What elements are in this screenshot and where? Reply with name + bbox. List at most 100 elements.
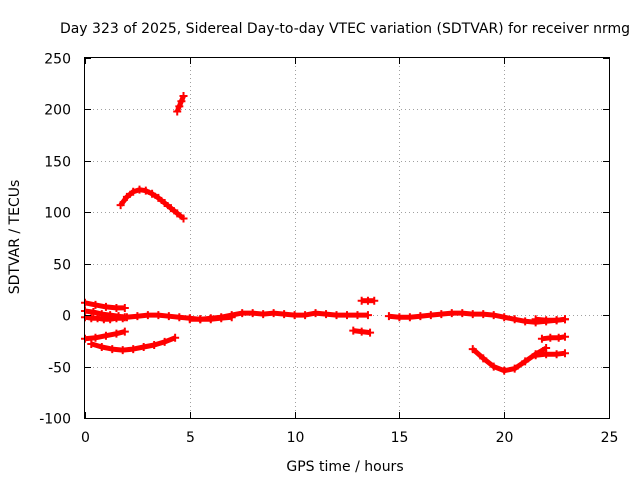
data-layer: [81, 92, 569, 375]
data-point: [489, 362, 498, 371]
data-point: [171, 333, 180, 342]
data-point: [112, 329, 121, 338]
series-arc-15: [535, 316, 566, 323]
series-arc-8: [189, 310, 368, 322]
data-point: [384, 312, 393, 321]
y-tick-label: 0: [62, 309, 71, 325]
data-point: [349, 326, 358, 335]
x-tick-label: 10: [287, 430, 305, 446]
data-point: [89, 308, 98, 317]
data-point: [120, 327, 129, 336]
data-point: [133, 312, 142, 321]
data-point: [112, 303, 121, 312]
data-point: [141, 186, 150, 195]
data-point: [479, 310, 488, 319]
data-point: [217, 313, 226, 322]
data-point: [479, 354, 488, 363]
data-point: [468, 345, 477, 354]
data-point: [301, 311, 310, 320]
data-point: [120, 303, 129, 312]
data-point: [118, 346, 127, 355]
data-point: [175, 102, 184, 111]
data-point: [531, 315, 540, 324]
data-point: [395, 313, 404, 322]
data-point: [521, 317, 530, 326]
data-point: [290, 311, 299, 320]
data-point: [101, 302, 110, 311]
data-point: [363, 311, 372, 320]
data-point: [542, 316, 551, 325]
y-axis-label: SDTVAR / TECUs: [7, 180, 23, 295]
data-point: [135, 185, 144, 194]
chart-title: Day 323 of 2025, Sidereal Day-to-day VTE…: [60, 21, 630, 37]
data-point: [554, 333, 563, 342]
data-point: [91, 333, 100, 342]
series-arc-13: [535, 350, 566, 358]
data-point: [166, 204, 175, 213]
data-point: [280, 310, 289, 319]
data-point: [343, 311, 351, 320]
data-point: [458, 309, 467, 318]
data-point: [122, 313, 131, 322]
y-tick-label: -100: [39, 412, 71, 428]
data-point: [269, 309, 278, 318]
data-point: [129, 345, 138, 354]
data-point: [148, 189, 157, 198]
data-point: [118, 314, 127, 323]
data-point: [489, 311, 498, 320]
data-point: [560, 315, 569, 324]
data-point: [426, 311, 435, 320]
data-point: [175, 313, 184, 322]
data-point: [173, 209, 182, 218]
grid: [85, 58, 609, 418]
data-point: [332, 311, 341, 320]
data-point: [248, 309, 257, 318]
data-point: [552, 316, 561, 325]
data-point: [510, 315, 519, 324]
data-point: [537, 334, 546, 343]
x-axis-label: GPS time / hours: [286, 459, 403, 475]
x-tick-label: 20: [496, 430, 514, 446]
data-point: [546, 333, 555, 342]
y-tick-label: 200: [44, 103, 71, 119]
x-tick-label: 25: [601, 430, 619, 446]
y-tick-label: 150: [44, 155, 71, 171]
y-tick-label: -50: [48, 361, 71, 377]
data-point: [160, 337, 169, 346]
data-point: [353, 311, 362, 320]
data-point: [437, 310, 446, 319]
data-point: [108, 345, 117, 354]
data-point: [177, 97, 186, 106]
data-point: [447, 309, 456, 318]
data-point: [173, 107, 182, 116]
data-point: [521, 357, 530, 366]
data-point: [139, 343, 148, 352]
data-point: [122, 192, 131, 201]
series-arc-7: [174, 95, 186, 113]
data-point: [87, 339, 96, 348]
y-tick-label: 50: [53, 258, 71, 274]
data-point: [164, 312, 173, 321]
x-tick-label: 5: [186, 430, 195, 446]
plot-frame: [84, 57, 610, 419]
x-tick-label: 0: [81, 430, 90, 446]
data-point: [101, 331, 110, 340]
data-point: [357, 327, 366, 336]
data-point: [150, 340, 159, 349]
data-point: [560, 349, 569, 358]
data-point: [500, 313, 509, 322]
data-point: [143, 311, 152, 320]
data-point: [154, 311, 163, 320]
data-point: [238, 309, 247, 318]
data-point: [93, 314, 102, 323]
data-point: [468, 310, 477, 319]
data-point: [154, 193, 163, 202]
data-point: [322, 310, 331, 319]
axis-ticks: 0 5 10 15 20 25 -100 -50 0 50 100 150 200 250: [39, 52, 618, 447]
data-point: [116, 201, 125, 210]
data-point: [227, 311, 236, 320]
data-point: [370, 296, 379, 305]
y-tick-label: 100: [44, 206, 71, 222]
data-point: [179, 214, 188, 223]
